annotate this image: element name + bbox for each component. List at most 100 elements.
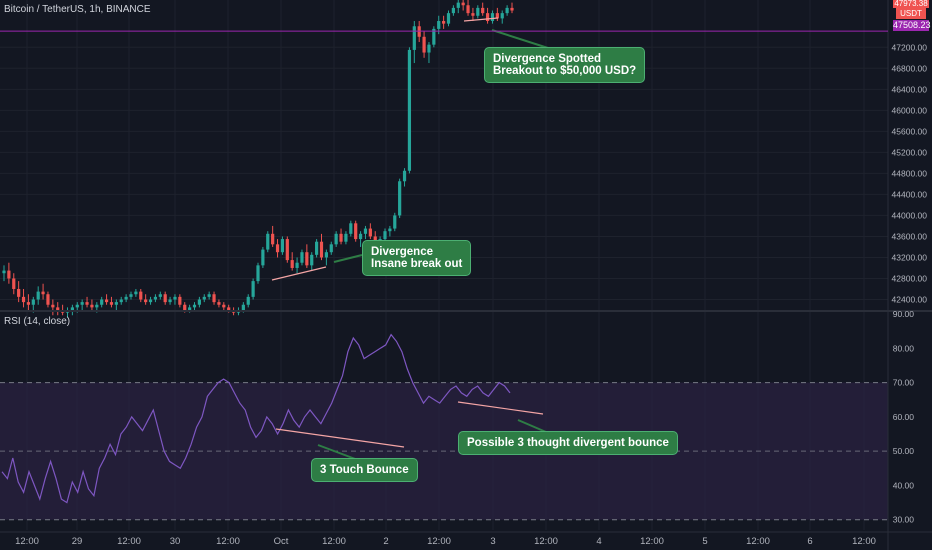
- candle-body: [310, 254, 314, 266]
- candle: [271, 225, 275, 247]
- candle-body: [85, 302, 89, 305]
- candle-body: [256, 265, 260, 282]
- candle: [168, 296, 172, 305]
- candle: [329, 241, 333, 255]
- candle-body: [349, 223, 353, 234]
- x-tick-label: 5: [702, 536, 707, 547]
- candle-body: [466, 5, 470, 14]
- candle: [407, 47, 412, 174]
- candle-body: [26, 302, 31, 305]
- candle-body: [56, 307, 60, 310]
- candle-body: [407, 49, 412, 171]
- candle-body: [451, 7, 455, 14]
- candle-body: [168, 299, 172, 303]
- candle-body: [36, 291, 40, 300]
- rsi-tick-label: 80.00: [893, 343, 915, 353]
- candle-body: [80, 302, 84, 305]
- callout-pointer: [333, 254, 363, 263]
- candle: [446, 10, 451, 27]
- candle-body: [461, 2, 465, 6]
- candle-body: [183, 304, 187, 310]
- candle: [275, 239, 280, 258]
- price-pane-title: Bitcoin / TetherUS, 1h, BINANCE: [4, 4, 151, 15]
- candle-body: [456, 2, 460, 8]
- candle: [500, 10, 504, 24]
- candle: [56, 302, 60, 316]
- price-tick-label: 45200.00: [892, 147, 928, 157]
- candle: [442, 15, 446, 29]
- currency-badge: USDT: [896, 8, 926, 19]
- candle-body: [344, 233, 348, 242]
- candle: [212, 291, 216, 305]
- candle: [266, 231, 270, 253]
- candle-body: [31, 299, 35, 305]
- candle-body: [134, 291, 138, 295]
- candle: [139, 288, 143, 303]
- candle: [402, 168, 407, 187]
- candle: [451, 5, 455, 16]
- candle: [104, 294, 109, 305]
- x-tick-label: 12:00: [534, 536, 558, 547]
- candle-body: [90, 304, 94, 308]
- candle-body: [227, 307, 231, 310]
- candle: [368, 223, 372, 240]
- candle: [26, 294, 31, 310]
- candle-body: [393, 215, 397, 229]
- candle: [300, 249, 304, 266]
- candle-body: [412, 26, 416, 50]
- candle-body: [217, 302, 221, 305]
- callout-pointer: [317, 444, 359, 461]
- x-tick-label: 12:00: [640, 536, 664, 547]
- x-tick-label: 2: [383, 536, 388, 547]
- candle: [178, 294, 182, 308]
- candle-body: [261, 249, 265, 266]
- candle: [217, 299, 221, 308]
- price-trend-line: [271, 266, 327, 281]
- candle: [85, 296, 89, 308]
- price-tick-label: 46000.00: [892, 105, 928, 115]
- rsi-band: [0, 382, 888, 521]
- price-tick-label: 42400.00: [892, 294, 928, 304]
- x-tick-label: 4: [596, 536, 601, 547]
- candle-body: [2, 270, 6, 274]
- candle-body: [12, 278, 16, 289]
- rsi-trend-line-right: [457, 401, 544, 415]
- candle-body: [383, 231, 387, 240]
- candle: [476, 5, 480, 19]
- price-tick-label: 44800.00: [892, 168, 928, 178]
- callout-pointer: [517, 419, 547, 433]
- candle-body: [246, 296, 250, 305]
- candle-body: [75, 304, 79, 308]
- candle-body: [163, 294, 167, 303]
- candle: [21, 288, 26, 308]
- candle: [310, 252, 314, 271]
- candle: [246, 294, 250, 308]
- candle: [319, 233, 324, 261]
- candle-body: [7, 270, 11, 279]
- candle-body: [95, 304, 99, 308]
- candle-body: [427, 44, 431, 53]
- candle: [481, 2, 485, 16]
- candle: [134, 288, 138, 297]
- candle: [129, 291, 133, 300]
- candle-body: [21, 296, 26, 303]
- candle-body: [51, 304, 55, 308]
- rsi-trend-line: [275, 428, 405, 448]
- candle-body: [290, 260, 294, 268]
- candle-body: [432, 28, 436, 45]
- x-tick-label: 12:00: [216, 536, 240, 547]
- candle: [207, 291, 211, 300]
- candle: [354, 220, 358, 242]
- callout-pointer: [491, 29, 549, 49]
- candle-body: [275, 244, 280, 253]
- candle: [119, 296, 123, 305]
- candle: [100, 296, 104, 308]
- rsi-pane-title: RSI (14, close): [4, 316, 71, 327]
- candle-body: [388, 228, 392, 232]
- candle: [398, 178, 402, 219]
- candle: [222, 302, 226, 310]
- candle-body: [490, 13, 495, 22]
- candle: [124, 294, 128, 303]
- candle-body: [192, 304, 197, 308]
